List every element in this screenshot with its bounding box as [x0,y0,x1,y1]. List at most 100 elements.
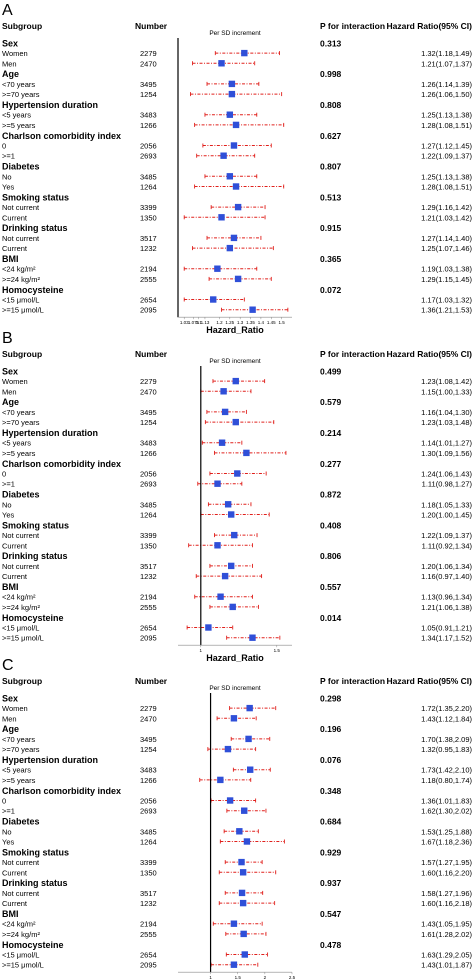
x-tick-label: 1.2 [216,320,223,325]
sample-size: 3483 [140,766,157,775]
subgroup-label: Not current [2,858,40,867]
hr-ci-text: 1.28(1.08,1.51) [421,121,472,130]
header-subgroup: Subgroup [2,21,42,31]
subgroup-label: >=1 [2,480,15,489]
hr-marker [241,49,248,57]
sample-size: 3483 [140,111,157,120]
group-label: Hypertension duration [2,755,98,765]
subgroup-label: >=1 [2,152,15,161]
x-tick-label: 1 [200,648,203,653]
hr-marker [230,961,238,968]
subgroup-label: 0 [2,142,6,151]
hr-ci-text: 1.34(1.17,1.52) [421,634,472,643]
hr-marker [245,735,252,743]
sample-size: 1254 [140,745,157,754]
subgroup-label: Current [2,868,28,877]
p-interaction-value: 0.076 [320,755,342,765]
subgroup-label: >=24 kg/m² [2,603,40,612]
sample-size: 2194 [140,265,157,274]
p-interaction-value: 0.408 [320,520,342,530]
p-interaction-value: 0.557 [320,582,342,592]
hr-marker [234,470,241,477]
p-interaction-value: 0.937 [320,878,342,888]
sample-size: 2555 [140,930,157,939]
hr-marker [228,90,236,98]
group-label: Age [2,724,19,734]
hr-marker [228,80,236,88]
sample-size: 2056 [140,470,157,479]
hr-marker [229,603,236,611]
group-label: Diabetes [2,162,40,172]
x-tick-label: 1.35 [246,320,255,325]
subgroup-label: Not current [2,203,40,212]
sample-size: 2654 [140,296,157,305]
hr-marker [240,930,247,938]
subgroup-label: Men [2,387,17,396]
hr-marker [217,776,224,784]
subgroup-label: >=70 years [2,745,40,754]
hr-marker [234,203,242,211]
p-interaction-value: 0.478 [320,940,342,950]
hr-ci-text: 1.16(0.97,1.40) [421,572,472,581]
hr-ci-text: 1.21(1.07,1.37) [421,59,472,68]
p-interaction-value: 0.014 [320,613,342,623]
subgroup-label: Women [2,377,28,386]
group-label: Drinking status [2,223,68,233]
header-p-interaction: P for interaction [320,349,385,359]
sample-size: 3399 [140,203,157,212]
group-label: Hypertension duration [2,100,98,110]
hr-marker [224,501,232,508]
sample-size: 1264 [140,511,157,520]
group-label: Drinking status [2,551,68,561]
hr-ci-text: 1.36(1.21,1.53) [421,306,472,315]
sample-size: 3399 [140,531,157,540]
hr-marker [238,858,245,866]
sample-size: 1350 [140,213,157,222]
hr-ci-text: 1.27(1.14,1.40) [421,234,472,243]
hr-ci-text: 1.70(1.38,2.09) [421,735,472,744]
panel-label: C [2,657,14,674]
hr-ci-text: 1.63(1.29,2.05) [421,951,472,960]
sample-size: 2693 [140,152,157,161]
subgroup-label: >=70 years [2,418,40,427]
p-interaction-value: 0.348 [320,786,342,796]
hr-ci-text: 1.18(1.05,1.33) [421,500,472,509]
panel-label: B [2,330,13,347]
p-interaction-value: 0.627 [320,131,342,141]
hr-ci-text: 1.61(1.28,2.02) [421,930,472,939]
hr-marker [220,388,227,395]
subgroup-label: Current [2,213,28,222]
hr-marker [249,306,256,313]
hr-marker [220,152,227,159]
group-label: Hypertension duration [2,428,98,438]
subgroup-label: Current [2,899,28,908]
hr-ci-text: 1.26(1.06,1.50) [421,90,472,99]
subgroup-label: >=24 kg/m² [2,930,40,939]
sample-size: 3517 [140,889,157,898]
hr-ci-text: 1.32(1.18,1.49) [421,49,472,58]
x-tick-label: 1.3 [237,320,244,325]
hr-ci-text: 1.23(1.03,1.48) [421,418,472,427]
subgroup-label: >=15 μmol/L [2,634,44,643]
hr-ci-text: 1.26(1.14,1.39) [421,80,472,89]
hr-marker [218,439,226,446]
plot-title: Per SD increment [209,30,260,37]
subgroup-label: >=15 μmol/L [2,961,44,970]
p-interaction-value: 0.547 [320,909,342,919]
sample-size: 3495 [140,80,157,89]
p-interaction-value: 0.684 [320,817,342,827]
hr-marker [228,562,235,570]
hr-ci-text: 1.73(1.42,2.10) [421,766,472,775]
sample-size: 1266 [140,776,157,785]
subgroup-label: 0 [2,797,6,806]
hr-ci-text: 1.11(0.98,1.27) [422,480,473,489]
hr-marker [247,766,254,773]
x-tick-label: 1.5 [235,975,242,980]
hr-ci-text: 1.25(1.07,1.46) [421,244,472,253]
subgroup-label: 0 [2,470,6,479]
p-interaction-value: 0.277 [320,459,342,469]
hr-marker [231,531,238,539]
hr-ci-text: 1.20(1.00,1.45) [421,511,472,520]
hr-ci-text: 1.29(1.15,1.45) [421,275,472,284]
sample-size: 2056 [140,142,157,151]
